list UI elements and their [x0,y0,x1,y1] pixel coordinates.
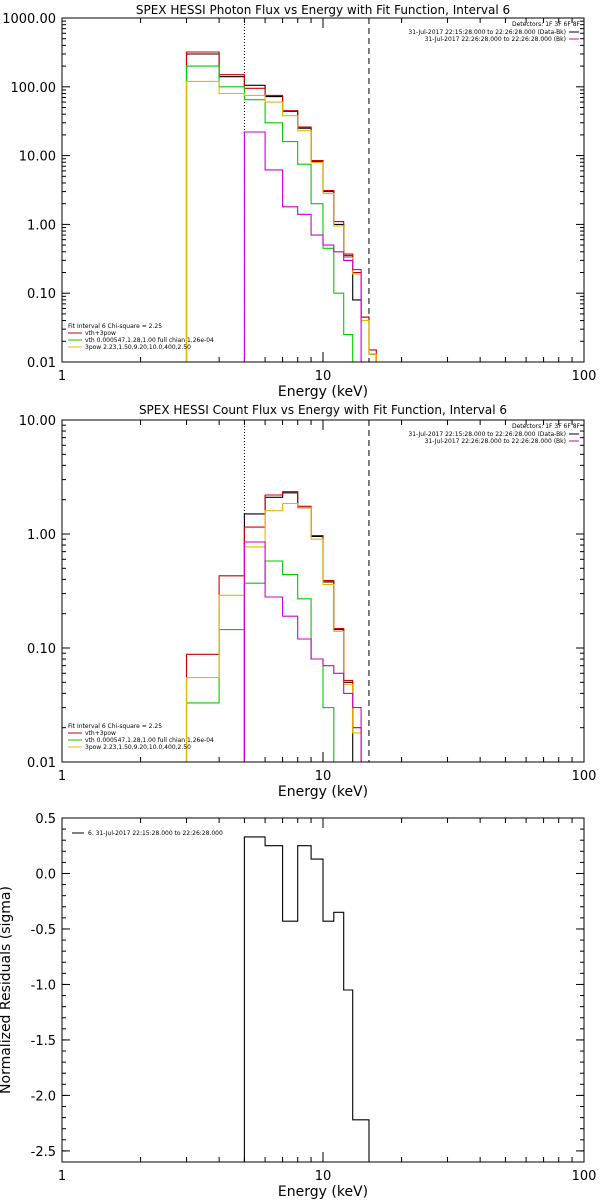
chart-title: SPEX HESSI Count Flux vs Energy with Fit… [139,403,507,417]
detectors-label: Detectors: 1F 3F 6F 8F [512,423,581,430]
series-line-0 [185,53,377,362]
series-line-0 [243,492,369,763]
count-flux-panel: SPEX HESSI Count Flux vs Energy with Fit… [19,403,597,800]
x-tick-label: 1 [58,369,66,384]
fit-legend-text: vth+3pow [85,730,116,737]
x-tick-label: 100 [572,369,597,384]
y-tick-label: 1000.00 [2,12,56,27]
plot-frame [61,17,585,363]
y-tick-label: 0.10 [27,642,56,657]
y-tick-label: -1.0 [31,978,56,993]
x-tick-label: 1 [58,769,66,784]
fit-legend-text: 3pow 2.23,1.50,9.20,10.0,400,2.50 [85,344,191,351]
x-tick-label: 100 [572,1169,597,1184]
series-line-1 [185,491,362,762]
y-tick-label: -1.5 [31,1034,56,1049]
x-tick-label: 10 [315,769,332,784]
series-line-3 [185,80,377,362]
interval-legend-text: 31-Jul-2017 22:26:28.000 to 22:26:28.000… [425,36,566,43]
y-tick-label: 0.0 [35,867,56,882]
series-line-4 [243,541,362,762]
y-axis-label: Normalized Residuals (sigma) [0,886,14,1094]
interval-legend-text: 31-Jul-2017 22:26:28.000 to 22:26:28.000… [425,438,566,445]
y-tick-label: 1.00 [27,218,56,233]
x-tick-label: 100 [572,769,597,784]
fit-legend-text: 3pow 2.23,1.50,9.20,10.0,400,2.50 [85,744,191,751]
series-line-0 [243,836,370,1162]
residual-legend-text: 6. 31-Jul-2017 22:15:28.000 to 22:26:28.… [88,830,223,837]
y-tick-label: 0.5 [35,812,56,827]
y-tick-label: -2.5 [31,1145,56,1160]
series-line-4 [243,131,362,362]
y-tick-label: -2.0 [31,1089,56,1104]
y-tick-label: -0.5 [31,923,56,938]
chart-title: SPEX HESSI Photon Flux vs Energy with Fi… [136,3,510,17]
y-tick-label: 0.01 [27,356,56,371]
fit-legend-text: vth 0.000547,1.28,1.00 full chian 1.26e-… [85,337,214,344]
series-line-2 [185,65,354,362]
x-tick-label: 10 [315,1169,332,1184]
fit-legend-header: Fit Interval 6 Chi-square = 2.25 [68,323,162,330]
y-tick-label: 0.01 [27,756,56,771]
plot-frame [61,817,585,1163]
photon-flux-panel: SPEX HESSI Photon Flux vs Energy with Fi… [2,3,596,400]
fit-legend-header: Fit Interval 6 Chi-square = 2.25 [68,723,162,730]
plot-frame [61,419,585,763]
x-tick-label: 10 [315,369,332,384]
y-tick-label: 10.00 [19,150,56,165]
series-line-1 [185,51,377,362]
y-tick-label: 100.00 [11,81,57,96]
x-axis-label: Energy (keV) [278,784,368,800]
x-axis-label: Energy (keV) [278,1184,368,1200]
residuals-panel: Normalized Residuals (sigma) 0.5 0.0 -0.5 -1… [0,812,596,1200]
series-line-3 [185,502,362,762]
x-tick-label: 1 [58,1169,66,1184]
y-tick-label: 1.00 [27,528,56,543]
interval-legend-text: 31-Jul-2017 22:15:28.000 to 22:26:28.000… [408,29,566,36]
detectors-label: Detectors: 1F 3F 6F 8F [512,21,581,28]
fit-legend-text: vth+3pow [85,330,116,337]
x-axis-label: Energy (keV) [278,384,368,400]
interval-legend-text: 31-Jul-2017 22:15:28.000 to 22:26:28.000… [408,431,566,438]
fit-legend-text: vth 0.000547,1.28,1.00 full chian 1.26e-… [85,737,214,744]
y-tick-label: 10.00 [19,414,56,429]
y-tick-label: 0.10 [27,287,56,302]
